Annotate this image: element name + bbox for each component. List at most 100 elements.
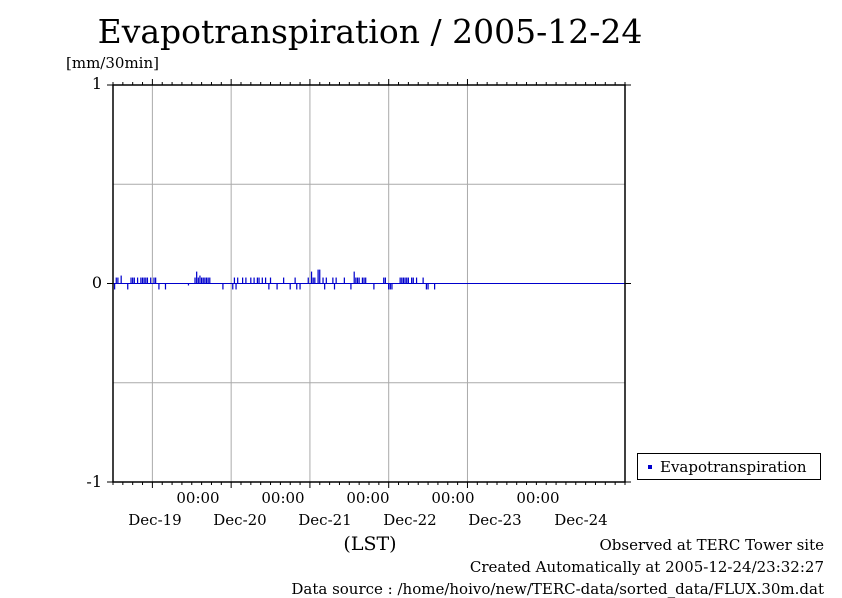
evapotranspiration-bar bbox=[319, 269, 321, 284]
x-tick-time: 00:00 bbox=[346, 489, 390, 507]
evapotranspiration-bar bbox=[199, 275, 201, 284]
footer-source: Data source : /home/hoivo/new/TERC-data/… bbox=[291, 580, 824, 598]
x-tick-date: Dec-19 bbox=[128, 511, 182, 529]
evapotranspiration-bar bbox=[158, 283, 160, 290]
evapotranspiration-bar bbox=[194, 277, 196, 284]
evapotranspiration-bar bbox=[269, 277, 272, 284]
evapotranspiration-bar bbox=[235, 283, 237, 290]
x-tick-time: 00:00 bbox=[431, 489, 475, 507]
evapotranspiration-bar bbox=[434, 283, 436, 290]
evapotranspiration-bar bbox=[187, 283, 190, 286]
evapotranspiration-bar bbox=[133, 277, 135, 284]
evapotranspiration-bar bbox=[312, 277, 314, 284]
evapotranspiration-bar bbox=[150, 277, 152, 284]
evapotranspiration-bar bbox=[412, 277, 414, 284]
x-tick-date: Dec-20 bbox=[213, 511, 267, 529]
evapotranspiration-bar bbox=[296, 283, 298, 290]
evapotranspiration-bar bbox=[391, 283, 393, 290]
y-tick-label: 0 bbox=[91, 273, 102, 292]
evapotranspiration-bar bbox=[242, 277, 244, 284]
evapotranspiration-bar bbox=[115, 277, 117, 284]
x-tick-date: Dec-24 bbox=[554, 511, 608, 529]
chart-title: Evapotranspiration / 2005-12-24 bbox=[97, 12, 643, 51]
legend-marker bbox=[648, 465, 652, 469]
legend: Evapotranspiration bbox=[637, 453, 821, 480]
x-tick-date: Dec-23 bbox=[468, 511, 522, 529]
bar-series bbox=[114, 269, 436, 290]
evapotranspiration-bar bbox=[355, 277, 357, 284]
evapotranspiration-bar bbox=[268, 283, 270, 290]
evapotranspiration-bar bbox=[143, 277, 145, 284]
evapotranspiration-bar bbox=[335, 277, 337, 284]
evapotranspiration-bar bbox=[343, 277, 345, 284]
evapotranspiration-bar bbox=[141, 277, 144, 284]
evapotranspiration-bar bbox=[250, 277, 252, 284]
evapotranspiration-bar bbox=[314, 277, 316, 284]
evapotranspiration-bar bbox=[196, 271, 198, 284]
x-tick-date: Dec-21 bbox=[298, 511, 352, 529]
x-axis-label: (LST) bbox=[343, 533, 397, 555]
evapotranspiration-bar bbox=[406, 277, 408, 284]
evapotranspiration-bar bbox=[205, 277, 208, 284]
evapotranspiration-bar bbox=[207, 277, 209, 284]
evapotranspiration-bar bbox=[383, 277, 385, 284]
evapotranspiration-bar bbox=[322, 277, 324, 284]
evapotranspiration-bar bbox=[361, 277, 364, 284]
evapotranspiration-bar bbox=[422, 277, 424, 284]
evapotranspiration-bar bbox=[261, 277, 263, 284]
evapotranspiration-bar bbox=[399, 277, 401, 284]
evapotranspiration-bar bbox=[204, 277, 206, 284]
evapotranspiration-bar bbox=[427, 283, 429, 290]
evapotranspiration-bar bbox=[132, 277, 134, 284]
footer-site: Observed at TERC Tower site bbox=[599, 536, 824, 554]
evapotranspiration-bar bbox=[145, 277, 147, 284]
evapotranspiration-bar bbox=[140, 277, 142, 284]
evapotranspiration-bar bbox=[237, 277, 239, 284]
x-tick-time: 00:00 bbox=[261, 489, 305, 507]
evapotranspiration-bar bbox=[356, 277, 359, 284]
evapotranspiration-bar bbox=[276, 283, 278, 290]
evapotranspiration-bar bbox=[146, 277, 149, 284]
evapotranspiration-bar bbox=[136, 277, 139, 284]
evapotranspiration-bar bbox=[233, 277, 236, 284]
evapotranspiration-bar bbox=[164, 283, 167, 290]
evapotranspiration-bar bbox=[197, 277, 199, 284]
evapotranspiration-bar bbox=[317, 269, 319, 284]
evapotranspiration-bar bbox=[332, 277, 334, 284]
evapotranspiration-bar bbox=[209, 277, 211, 284]
evapotranspiration-bar bbox=[289, 283, 291, 290]
evapotranspiration-bar bbox=[245, 277, 247, 284]
evapotranspiration-bar bbox=[283, 277, 285, 284]
evapotranspiration-bar bbox=[425, 283, 428, 290]
evapotranspiration-bar bbox=[294, 277, 296, 284]
evapotranspiration-bar bbox=[358, 277, 360, 284]
evapotranspiration-bar bbox=[384, 277, 386, 284]
evapotranspiration-bar bbox=[258, 277, 260, 284]
evapotranspiration-bar bbox=[299, 283, 301, 290]
evapotranspiration-bar bbox=[256, 277, 258, 284]
evapotranspiration-bar bbox=[117, 277, 119, 284]
evapotranspiration-bar bbox=[333, 283, 336, 290]
x-tick-date: Dec-22 bbox=[383, 511, 437, 529]
evapotranspiration-bar bbox=[404, 277, 406, 284]
y-tick-label: 1 bbox=[91, 74, 102, 93]
evapotranspiration-bar bbox=[310, 271, 313, 284]
evapotranspiration-bar bbox=[389, 283, 391, 290]
evapotranspiration-bar bbox=[130, 277, 132, 284]
axis-ticks bbox=[107, 79, 631, 488]
legend-label: Evapotranspiration bbox=[660, 458, 807, 476]
y-tick-label: -1 bbox=[86, 472, 102, 491]
evapotranspiration-bar bbox=[253, 277, 255, 284]
evapotranspiration-bar bbox=[388, 283, 390, 290]
evapotranspiration-bar bbox=[200, 277, 203, 284]
evapotranspiration-bar bbox=[411, 277, 413, 284]
evapotranspiration-bar bbox=[307, 277, 309, 284]
evapotranspiration-bar bbox=[232, 283, 234, 290]
evapotranspiration-bar bbox=[415, 277, 418, 284]
evapotranspiration-bar bbox=[202, 277, 204, 284]
evapotranspiration-bar bbox=[222, 283, 224, 290]
evapotranspiration-bar bbox=[373, 283, 375, 290]
y-unit-label: [mm/30min] bbox=[66, 54, 159, 72]
footer-created: Created Automatically at 2005-12-24/23:3… bbox=[469, 558, 824, 576]
